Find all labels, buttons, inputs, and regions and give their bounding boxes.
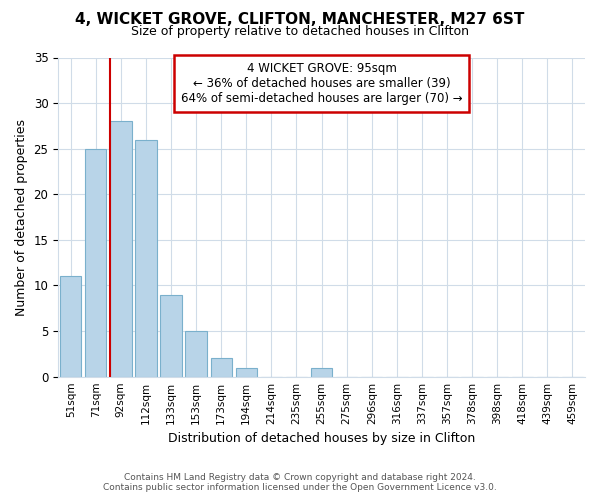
X-axis label: Distribution of detached houses by size in Clifton: Distribution of detached houses by size … — [168, 432, 475, 445]
Bar — [160, 294, 182, 376]
Bar — [185, 331, 207, 376]
Text: Contains HM Land Registry data © Crown copyright and database right 2024.
Contai: Contains HM Land Registry data © Crown c… — [103, 473, 497, 492]
Bar — [60, 276, 82, 376]
Bar — [311, 368, 332, 376]
Bar — [110, 122, 131, 376]
Text: 4 WICKET GROVE: 95sqm
← 36% of detached houses are smaller (39)
64% of semi-deta: 4 WICKET GROVE: 95sqm ← 36% of detached … — [181, 62, 463, 106]
Bar — [85, 148, 106, 376]
Text: Size of property relative to detached houses in Clifton: Size of property relative to detached ho… — [131, 25, 469, 38]
Text: 4, WICKET GROVE, CLIFTON, MANCHESTER, M27 6ST: 4, WICKET GROVE, CLIFTON, MANCHESTER, M2… — [76, 12, 524, 28]
Bar — [135, 140, 157, 376]
Y-axis label: Number of detached properties: Number of detached properties — [15, 118, 28, 316]
Bar — [236, 368, 257, 376]
Bar — [211, 358, 232, 376]
